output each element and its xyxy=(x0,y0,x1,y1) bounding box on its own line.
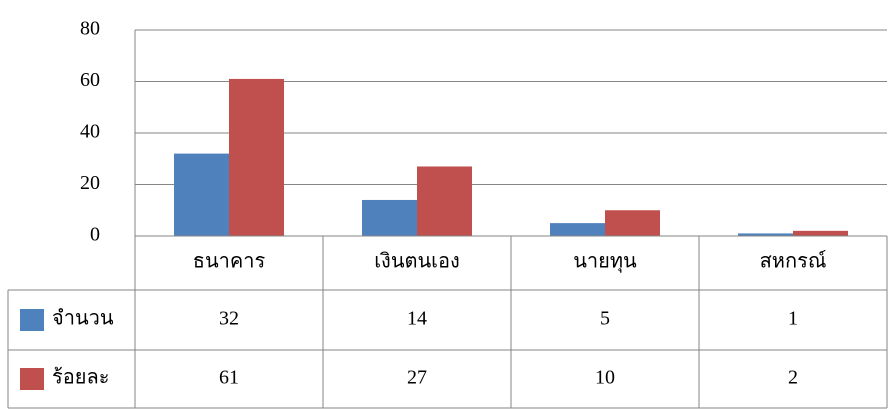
legend-label: จำนวน xyxy=(52,308,114,330)
data-label: 61 xyxy=(219,367,239,389)
y-tick-label: 40 xyxy=(80,121,100,143)
bar xyxy=(174,153,229,236)
bar xyxy=(738,233,793,236)
bar xyxy=(550,223,605,236)
x-tick-label: นายทุน xyxy=(573,251,637,274)
data-label: 27 xyxy=(407,367,427,389)
legend-swatch xyxy=(20,368,44,390)
y-tick-label: 0 xyxy=(90,224,100,246)
data-label: 32 xyxy=(219,308,239,330)
legend-label: ร้อยละ xyxy=(52,367,109,389)
bar xyxy=(793,230,848,236)
x-tick-label: สหกรณ์ xyxy=(760,250,827,273)
y-tick-label: 80 xyxy=(80,18,100,40)
data-label: 10 xyxy=(595,367,615,389)
x-tick-label: เงินตนเอง xyxy=(374,251,460,273)
y-tick-label: 20 xyxy=(80,172,100,194)
bar xyxy=(362,199,417,236)
x-tick-label: ธนาคาร xyxy=(193,251,266,273)
data-label: 2 xyxy=(788,367,798,389)
bar xyxy=(417,166,472,236)
data-label: 1 xyxy=(788,308,798,330)
data-label: 14 xyxy=(407,308,427,330)
bar xyxy=(229,78,284,236)
y-tick-label: 60 xyxy=(80,69,100,91)
data-label: 5 xyxy=(600,308,610,330)
legend-swatch xyxy=(20,309,44,331)
bar xyxy=(605,210,660,236)
